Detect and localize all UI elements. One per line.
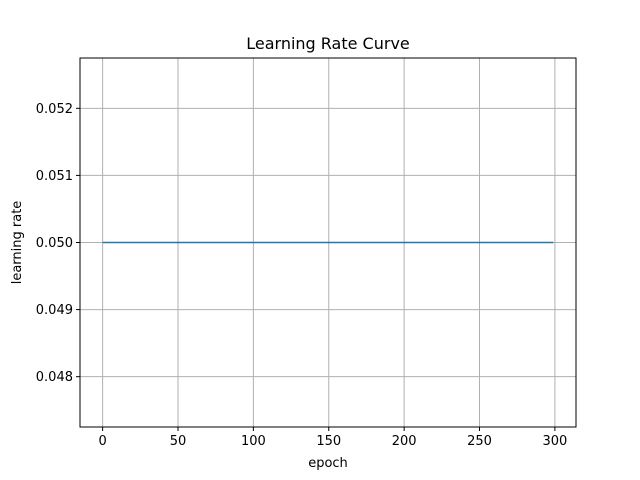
- chart-title: Learning Rate Curve: [246, 34, 410, 53]
- y-tick-label: 0.051: [36, 169, 73, 184]
- y-tick-label: 0.048: [36, 370, 73, 385]
- y-tick-label: 0.049: [36, 303, 73, 318]
- y-axis-label: learning rate: [10, 201, 25, 285]
- x-axis-label: epoch: [308, 456, 348, 471]
- y-tick-label: 0.052: [36, 102, 73, 117]
- x-tick-label: 0: [98, 434, 106, 449]
- x-tick-label: 250: [467, 434, 492, 449]
- tick-layer: 0 50 100 150 200 250 300 0.048 0.049 0.050 0.051 0.…: [36, 102, 568, 449]
- x-tick-label: 100: [241, 434, 266, 449]
- y-tick-label: 0.050: [36, 236, 73, 251]
- x-tick-label: 300: [542, 434, 567, 449]
- x-tick-label: 150: [316, 434, 341, 449]
- x-tick-label: 200: [392, 434, 417, 449]
- x-tick-label: 50: [170, 434, 187, 449]
